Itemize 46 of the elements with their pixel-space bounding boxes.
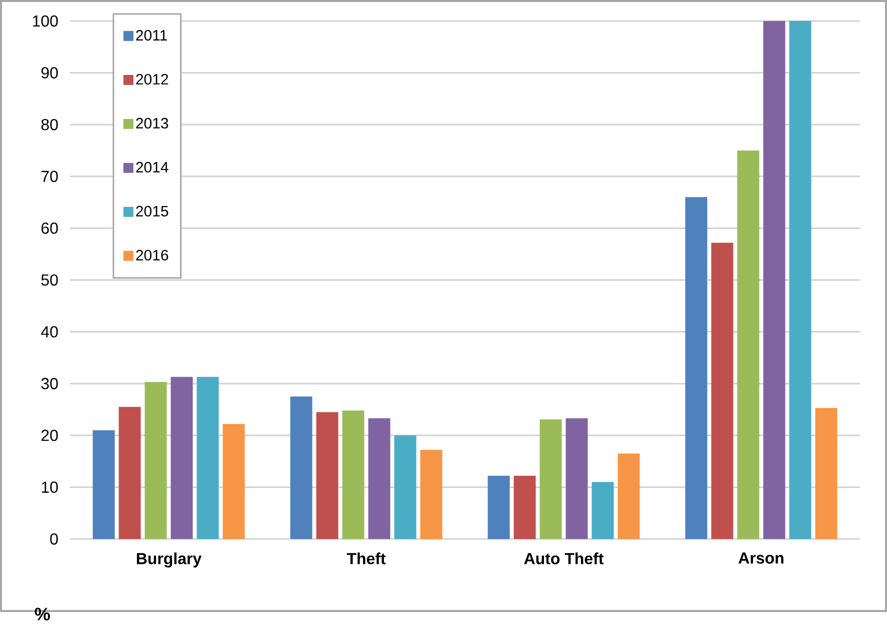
y-tick-label: 90 (41, 67, 58, 79)
bar (711, 242, 734, 540)
y-axis-title: % (34, 608, 50, 621)
bar (420, 450, 442, 540)
y-tick-label: 50 (41, 274, 58, 286)
legend-label: 2011 (136, 30, 167, 41)
x-tick-label: Theft (346, 552, 386, 564)
bar (170, 376, 193, 540)
bar (316, 412, 338, 540)
x-tick-label: Auto Theft (524, 552, 604, 564)
bar (540, 419, 562, 540)
x-tick-label: Arson (738, 552, 784, 564)
y-tick-label: 10 (42, 482, 58, 493)
legend-label: 2012 (136, 74, 168, 85)
bar (592, 482, 614, 540)
bar (815, 408, 838, 540)
bar (488, 476, 510, 540)
bar (763, 21, 786, 540)
y-tick-label: 60 (41, 222, 58, 234)
bar (290, 396, 312, 540)
y-tick-label: 100 (33, 15, 58, 27)
bar (566, 418, 588, 540)
bar (737, 150, 760, 540)
bar (368, 418, 390, 540)
bar (789, 21, 812, 540)
bar (144, 382, 167, 540)
bar (514, 476, 536, 540)
bar (685, 197, 708, 540)
bar (196, 376, 219, 540)
legend-label: 2016 (136, 250, 168, 261)
bar (222, 424, 245, 540)
x-tick-label: Burglary (136, 552, 202, 568)
y-tick-label: 80 (41, 119, 58, 130)
legend-label: 2013 (136, 118, 168, 129)
bar (394, 436, 416, 540)
y-tick-label: 40 (41, 326, 58, 338)
bar (618, 454, 640, 540)
y-tick-label: 0 (50, 533, 58, 545)
y-tick-label: 20 (41, 430, 58, 442)
bar (342, 410, 364, 540)
legend-label: 2014 (136, 162, 168, 173)
bar (92, 430, 115, 540)
legend-label: 2015 (136, 206, 168, 217)
y-tick-label: 30 (41, 378, 58, 390)
bar (118, 407, 141, 540)
y-tick-label: 70 (41, 170, 58, 182)
